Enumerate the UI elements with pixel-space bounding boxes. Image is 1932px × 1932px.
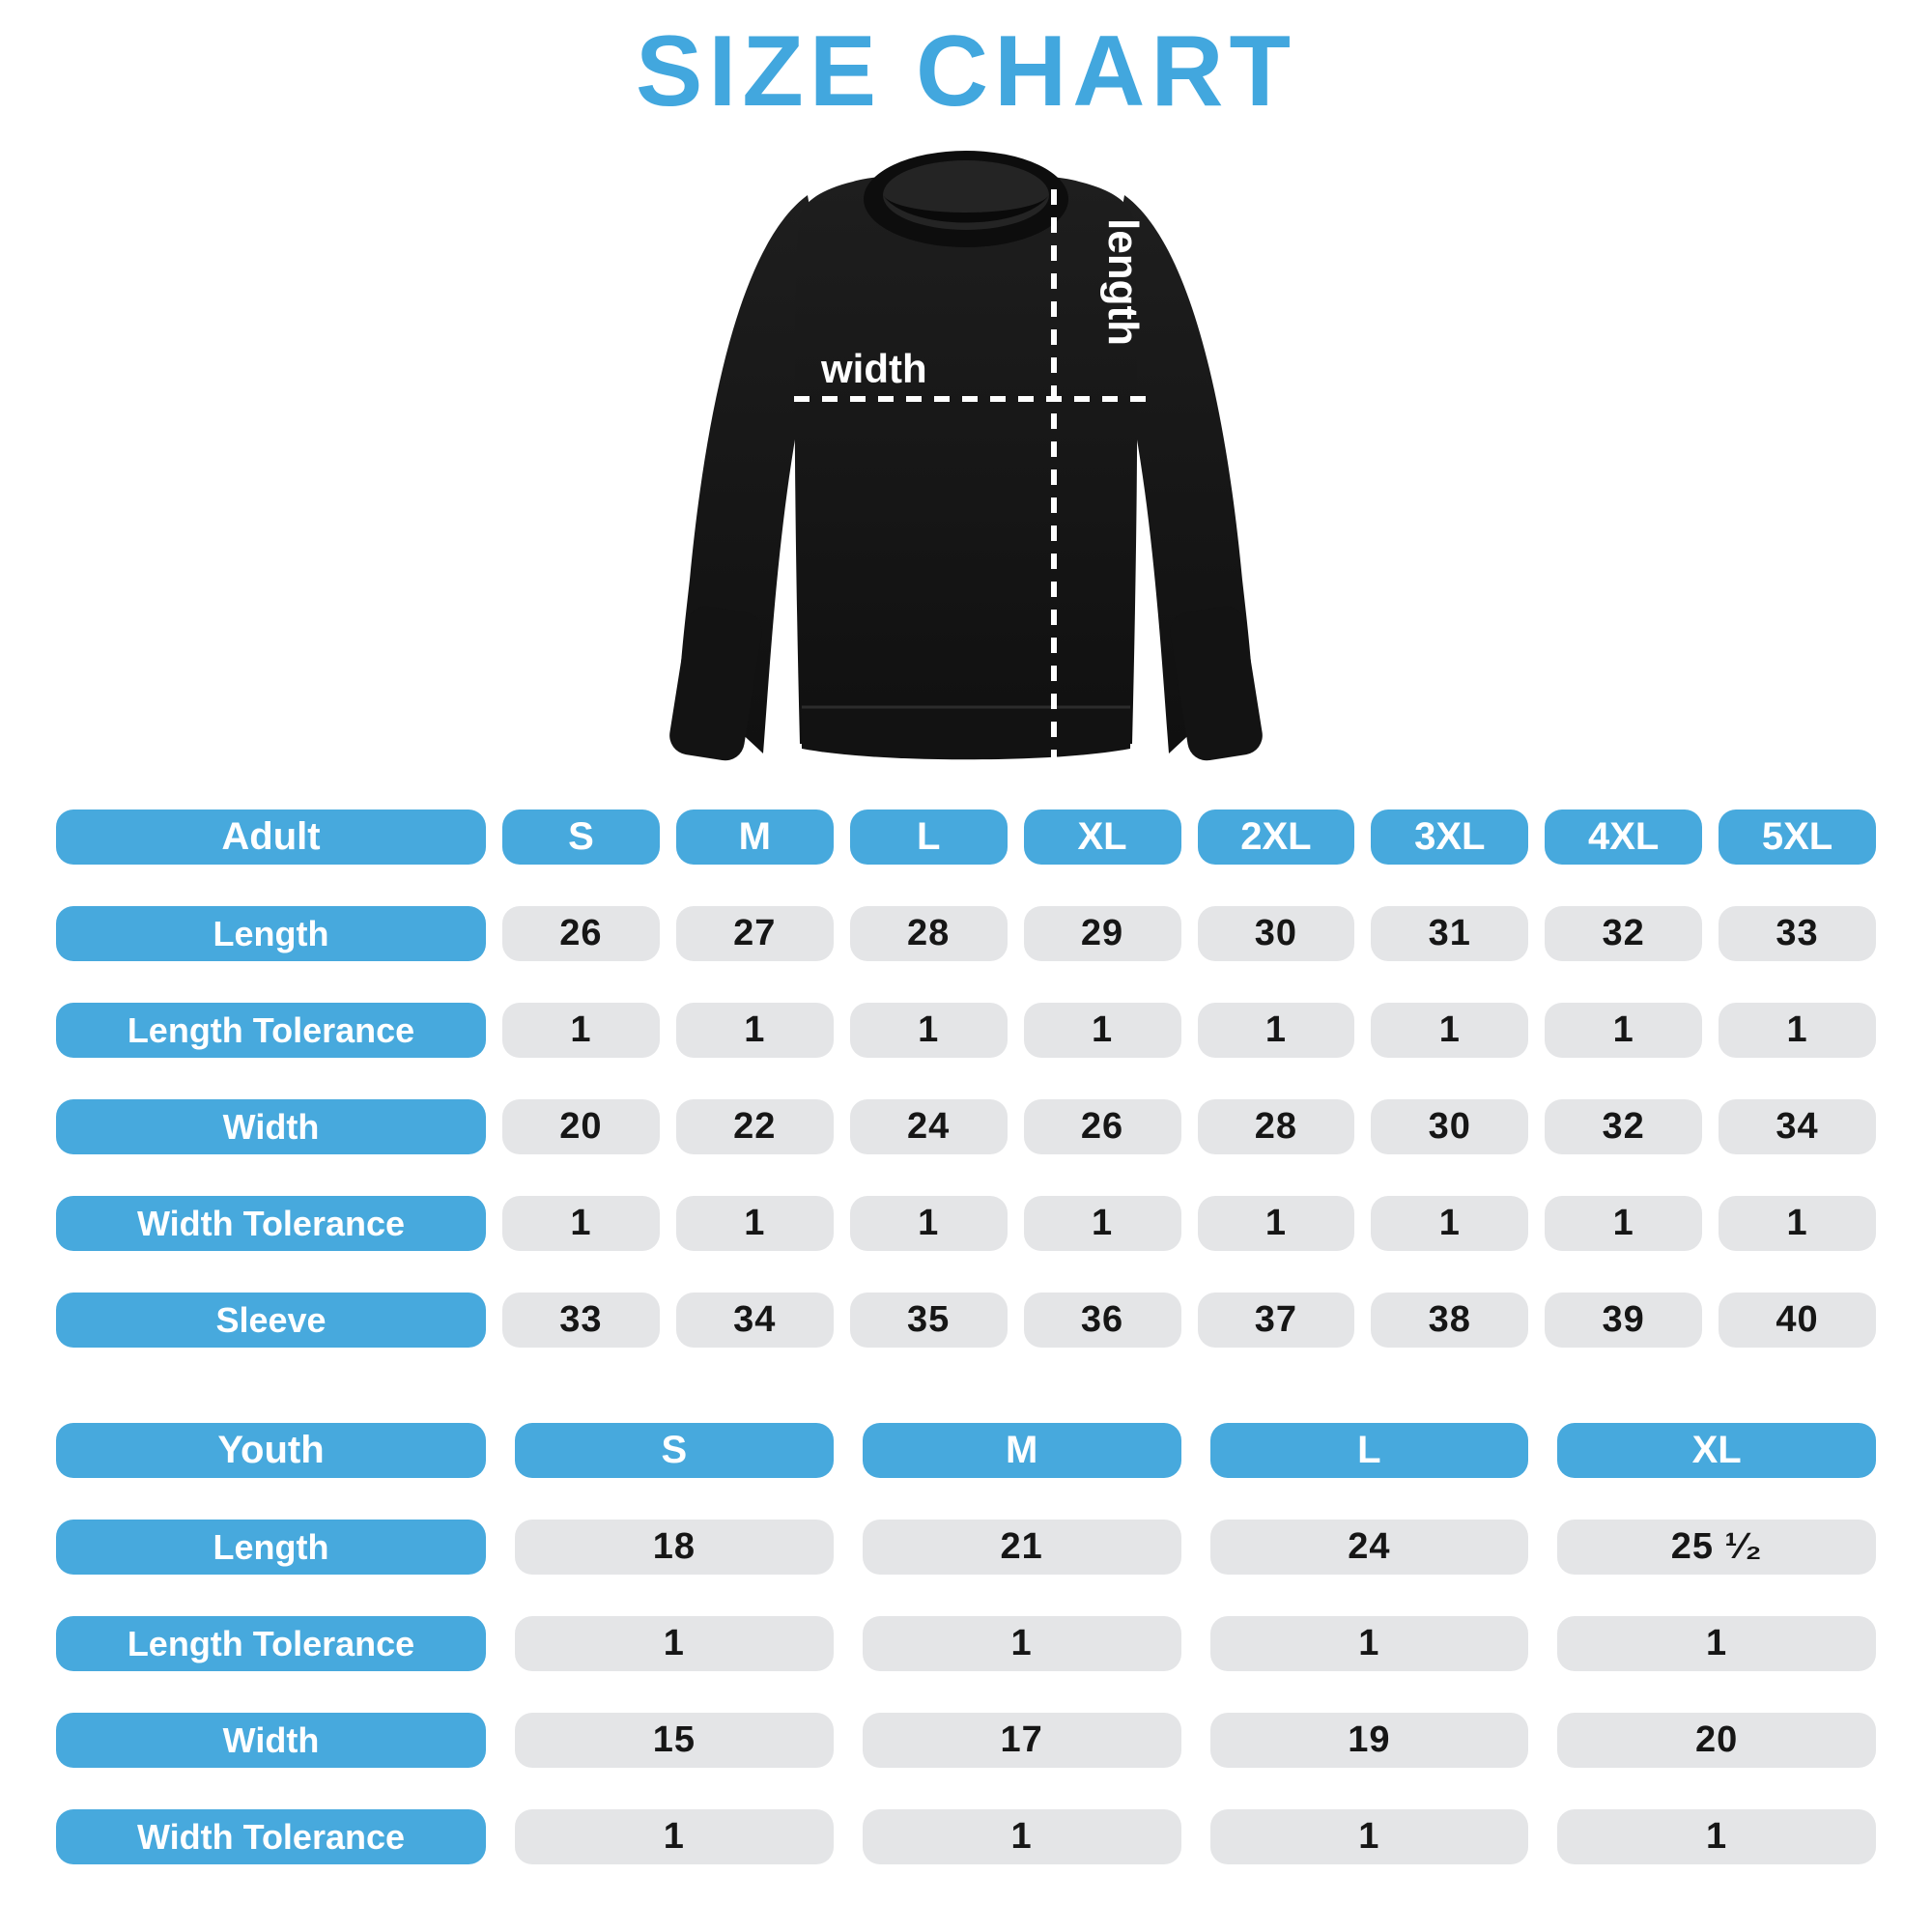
value-cell: 15 — [515, 1713, 834, 1768]
value-cell: 1 — [862, 1616, 1181, 1671]
sweatshirt-illustration: width length sleeve — [669, 138, 1304, 764]
value-cell: 31 — [1371, 906, 1529, 961]
value-cell: 38 — [1371, 1293, 1529, 1348]
value-cell: 1 — [1023, 1196, 1181, 1251]
value-cell: 27 — [675, 906, 834, 961]
value-cell: 1 — [515, 1809, 834, 1864]
row-label: Width Tolerance — [56, 1196, 486, 1251]
value-cell: 1 — [675, 1003, 834, 1058]
adult-size-header: 2XL — [1197, 810, 1355, 865]
row-label: Sleeve — [56, 1293, 486, 1348]
value-cell: 1 — [1371, 1196, 1529, 1251]
youth-size-header: S — [515, 1423, 834, 1478]
value-cell: 1 — [1557, 1809, 1876, 1864]
value-cell: 1 — [862, 1809, 1181, 1864]
value-cell: 1 — [1545, 1196, 1703, 1251]
adult-size-header: 3XL — [1371, 810, 1529, 865]
value-cell: 33 — [502, 1293, 660, 1348]
adult-size-header: XL — [1023, 810, 1181, 865]
value-cell: 1 — [1719, 1003, 1876, 1058]
hem-band — [801, 705, 1131, 760]
collar-shadow — [883, 195, 1049, 223]
sleeve-label: sleeve — [1242, 265, 1304, 403]
adult-size-header: S — [502, 810, 660, 865]
value-cell: 1 — [1719, 1196, 1876, 1251]
row-label: Length — [56, 906, 486, 961]
value-cell: 32 — [1545, 1099, 1703, 1154]
value-cell: 1 — [1197, 1003, 1355, 1058]
value-cell: 36 — [1023, 1293, 1181, 1348]
row-label: Width — [56, 1099, 486, 1154]
value-cell: 19 — [1209, 1713, 1529, 1768]
value-cell: 1 — [675, 1196, 834, 1251]
value-cell: 28 — [849, 906, 1008, 961]
row-label: Length — [56, 1520, 486, 1575]
row-label: Length Tolerance — [56, 1616, 486, 1671]
adult-size-header: 4XL — [1545, 810, 1703, 865]
value-cell: 1 — [1209, 1616, 1529, 1671]
body-panel — [794, 173, 1138, 744]
value-cell: 17 — [862, 1713, 1181, 1768]
adult-size-header: 5XL — [1719, 810, 1876, 865]
value-cell: 1 — [1545, 1003, 1703, 1058]
value-cell: 1 — [1209, 1809, 1529, 1864]
adult-size-header: L — [849, 810, 1008, 865]
length-label: length — [1099, 218, 1147, 346]
value-cell: 34 — [1719, 1099, 1876, 1154]
width-label: width — [820, 346, 927, 391]
value-cell: 26 — [502, 906, 660, 961]
youth-size-header: L — [1209, 1423, 1529, 1478]
value-cell: 22 — [675, 1099, 834, 1154]
adult-size-header: M — [675, 810, 834, 865]
row-label: Length Tolerance — [56, 1003, 486, 1058]
value-cell: 20 — [1557, 1713, 1876, 1768]
row-label: Width Tolerance — [56, 1809, 486, 1864]
row-label: Width — [56, 1713, 486, 1768]
value-cell: 24 — [849, 1099, 1008, 1154]
youth-header-label: Youth — [56, 1423, 486, 1478]
value-cell: 35 — [849, 1293, 1008, 1348]
value-cell: 1 — [515, 1616, 834, 1671]
value-cell: 24 — [1209, 1520, 1529, 1575]
value-cell: 40 — [1719, 1293, 1876, 1348]
youth-size-header: XL — [1557, 1423, 1876, 1478]
value-cell: 30 — [1371, 1099, 1529, 1154]
value-cell: 20 — [502, 1099, 660, 1154]
value-cell: 1 — [849, 1003, 1008, 1058]
value-cell: 30 — [1197, 906, 1355, 961]
tables-section: Adult S M L XL 2XL 3XL 4XL 5XL Length 26 27 28 29 30 31… — [0, 810, 1932, 1864]
value-cell: 1 — [849, 1196, 1008, 1251]
value-cell: 1 — [502, 1003, 660, 1058]
value-cell: 29 — [1023, 906, 1181, 961]
value-cell: 28 — [1197, 1099, 1355, 1154]
value-cell: 37 — [1197, 1293, 1355, 1348]
value-cell: 1 — [1371, 1003, 1529, 1058]
page-title: SIZE CHART — [636, 15, 1296, 128]
value-cell: 34 — [675, 1293, 834, 1348]
left-cuff — [669, 606, 762, 761]
youth-size-header: M — [862, 1423, 1181, 1478]
value-cell: 1 — [1557, 1616, 1876, 1671]
sleeve-measure-line — [976, 138, 1285, 764]
value-cell: 1 — [1023, 1003, 1181, 1058]
value-cell: 21 — [862, 1520, 1181, 1575]
adult-header-label: Adult — [56, 810, 486, 865]
value-cell: 26 — [1023, 1099, 1181, 1154]
youth-size-table: Youth S M L XL Length 18 21 24 25 ¹⁄₂ Length Toler… — [56, 1423, 1876, 1864]
value-cell: 39 — [1545, 1293, 1703, 1348]
right-cuff — [1170, 606, 1263, 761]
sweatshirt-diagram: width length sleeve — [628, 126, 1304, 765]
value-cell: 1 — [502, 1196, 660, 1251]
adult-size-table: Adult S M L XL 2XL 3XL 4XL 5XL Length 26 27 28 29 30 31… — [56, 810, 1876, 1348]
value-cell: 1 — [1197, 1196, 1355, 1251]
value-cell: 25 ¹⁄₂ — [1557, 1520, 1876, 1575]
value-cell: 18 — [515, 1520, 834, 1575]
value-cell: 33 — [1719, 906, 1876, 961]
value-cell: 32 — [1545, 906, 1703, 961]
